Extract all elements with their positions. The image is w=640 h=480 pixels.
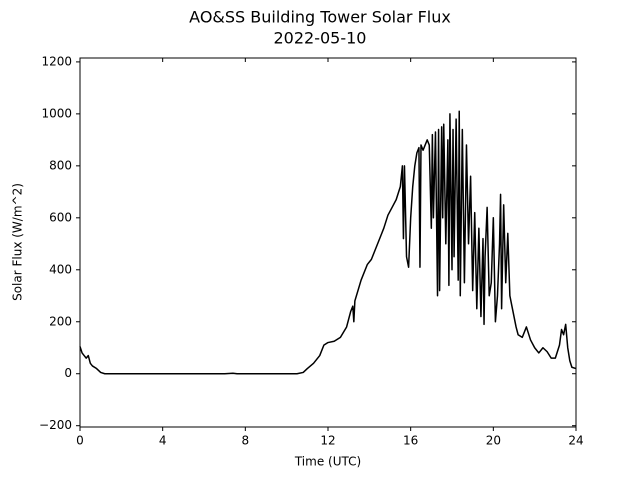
- x-tick-label: 8: [242, 434, 250, 448]
- y-tick-label: 400: [49, 262, 72, 276]
- x-tick-label: 12: [320, 434, 335, 448]
- x-tick-label: 16: [403, 434, 418, 448]
- x-axis-label: Time (UTC): [294, 455, 361, 469]
- data-line: [79, 110, 577, 375]
- y-axis-label: Solar Flux (W/m^2): [11, 183, 25, 301]
- x-tick-label: 0: [76, 434, 84, 448]
- x-tick-label: 4: [159, 434, 167, 448]
- plot-frame: [79, 57, 577, 428]
- y-tick-label: 0: [64, 366, 72, 380]
- y-tick-label: 1200: [41, 54, 72, 68]
- y-tick-label: −200: [39, 418, 72, 432]
- chart-title: AO&SS Building Tower Solar Flux: [189, 8, 451, 27]
- x-tick-label: 24: [568, 434, 583, 448]
- y-tick-label: 1000: [41, 106, 72, 120]
- y-tick-label: 600: [49, 210, 72, 224]
- x-tick-label: 20: [486, 434, 501, 448]
- chart-subtitle: 2022-05-10: [274, 29, 367, 48]
- y-tick-label: 800: [49, 158, 72, 172]
- y-tick-label: 200: [49, 314, 72, 328]
